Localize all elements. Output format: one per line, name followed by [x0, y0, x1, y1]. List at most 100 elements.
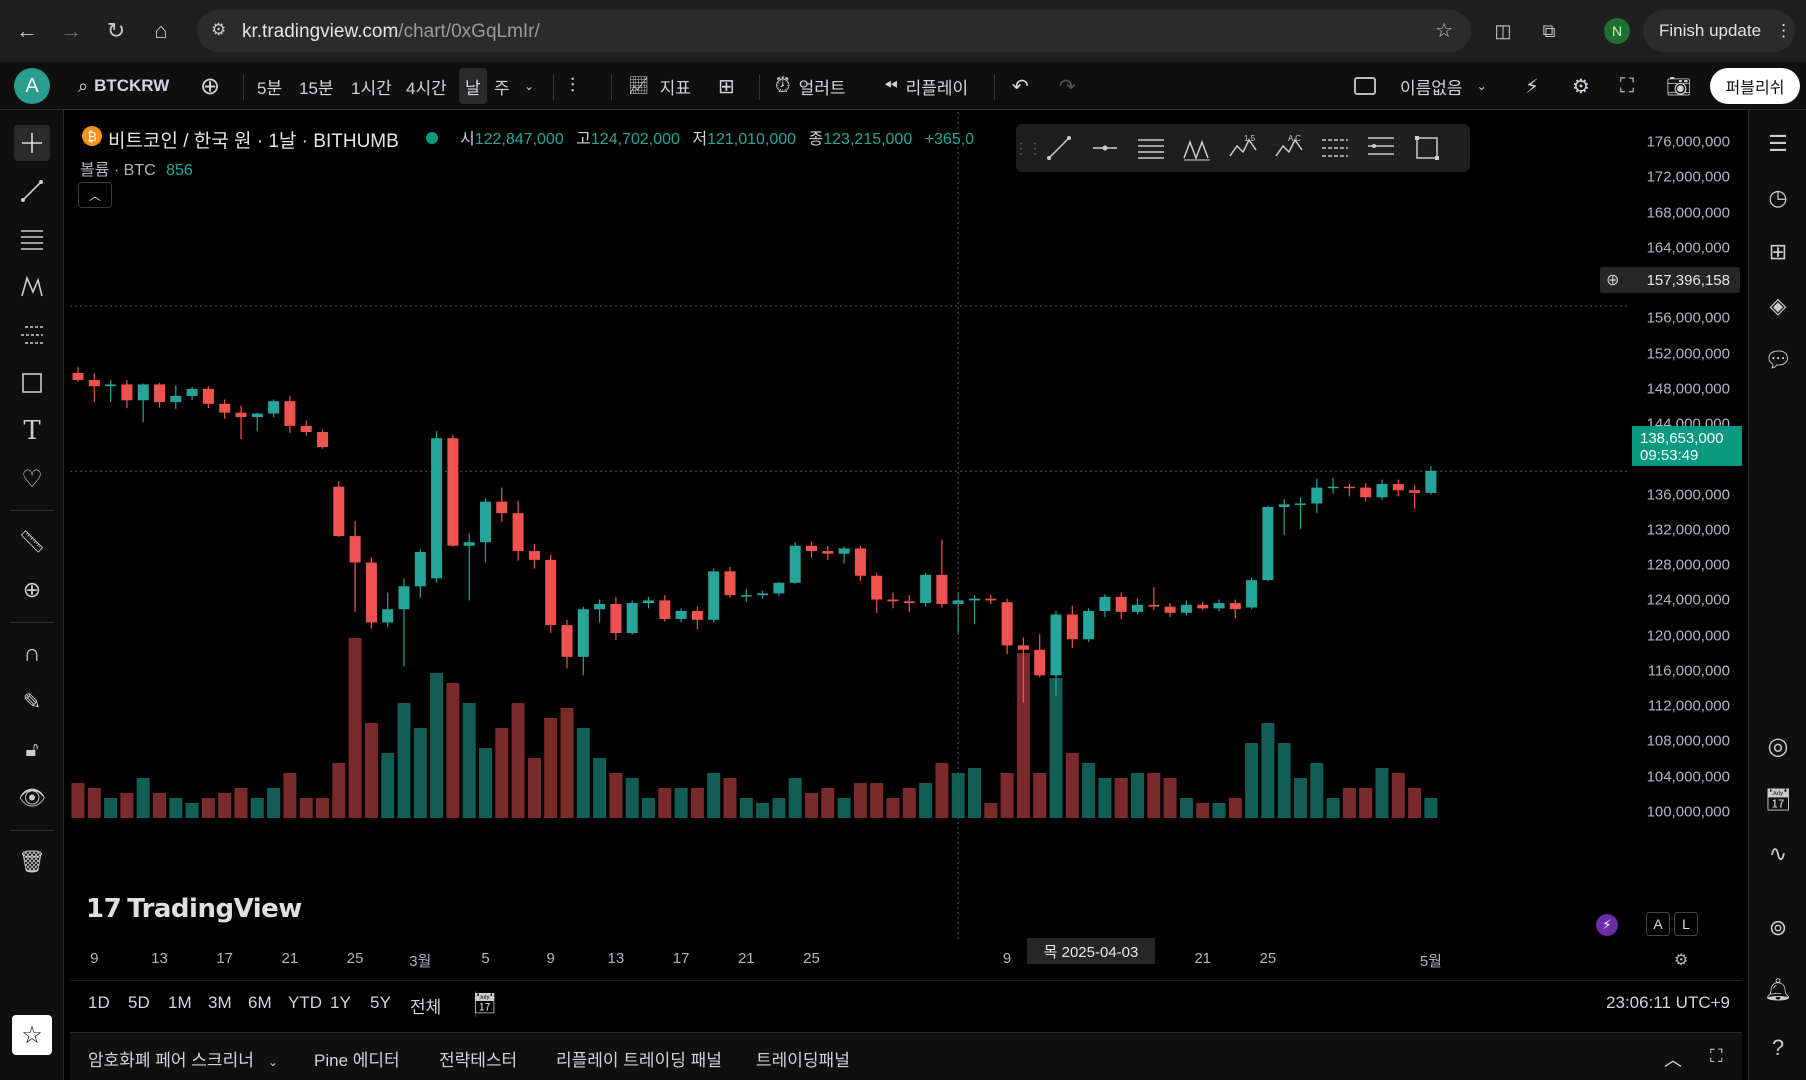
range-button-전체[interactable]: 전체	[410, 998, 442, 1017]
lightning-icon[interactable]: ⚡︎	[1596, 914, 1618, 936]
notifications-bell-icon[interactable]: 🔔︎	[1764, 977, 1792, 1002]
interval-day-active[interactable]: 날	[459, 68, 487, 104]
tab-pine-editor[interactable]: Pine 에디터	[314, 1051, 400, 1070]
indicators-button[interactable]: 📈︎ 지표	[628, 62, 691, 110]
range-button-1d[interactable]: 1D	[88, 993, 110, 1012]
bookmark-star-icon[interactable]: ☆	[1435, 20, 1453, 42]
add-alert-plus-icon[interactable]: ⊕	[1606, 272, 1620, 289]
alerts-clock-icon[interactable]: ◷	[1768, 185, 1788, 210]
crosshair-icon[interactable]	[14, 125, 50, 161]
calendar-icon[interactable]: 📅︎	[1764, 787, 1792, 812]
auto-scale-button[interactable]: A	[1646, 912, 1670, 936]
range-button-1y[interactable]: 1Y	[330, 993, 351, 1012]
templates-grid-icon[interactable]: ⊞	[718, 75, 735, 98]
zoom-in-icon[interactable]: ⊕	[22, 577, 42, 602]
forward-icon[interactable]: →	[60, 18, 82, 43]
range-button-1m[interactable]: 1M	[168, 993, 192, 1012]
watchlist-star-icon[interactable]: ☆	[12, 1015, 52, 1055]
magnet-icon[interactable]: ∩	[23, 640, 41, 667]
settings-gear-icon[interactable]: ⚙	[1572, 75, 1590, 98]
home-icon[interactable]: ⌂	[154, 18, 168, 43]
chart-pane[interactable]: 176,000,000 172,000,000 168,000,000 164,000…	[70, 112, 1742, 1022]
drag-handle-icon[interactable]: ⋮⋮	[1014, 139, 1042, 156]
reload-icon[interactable]: ↻	[106, 18, 126, 43]
quick-search-icon[interactable]: ⚡︎	[1525, 75, 1540, 98]
help-icon[interactable]: ?	[1771, 1035, 1785, 1060]
pitchfork-icon[interactable]	[1180, 132, 1214, 164]
interval-15m[interactable]: 15분	[299, 78, 334, 98]
compare-add-icon[interactable]: ⊕	[200, 72, 221, 100]
range-button-ytd[interactable]: YTD	[288, 993, 322, 1012]
range-button-5y[interactable]: 5Y	[370, 993, 391, 1012]
tab-crypto-screener[interactable]: 암호화폐 페어 스크리너 ⌄	[88, 1051, 278, 1070]
goto-date-calendar-icon[interactable]: 📅︎	[472, 993, 498, 1015]
finish-update-button[interactable]: Finish update ⋮	[1643, 10, 1795, 52]
back-icon[interactable]: ←	[16, 18, 38, 43]
prediction-icon[interactable]	[14, 317, 50, 353]
fib-levels-icon[interactable]	[1318, 132, 1352, 164]
alert-button[interactable]: ⏰︎ 얼러트	[775, 62, 846, 110]
chevron-down-icon[interactable]: ⌄	[524, 79, 535, 93]
trash-icon[interactable]: 🗑︎	[18, 849, 46, 874]
tab-replay-trading-panel[interactable]: 리플레이 트레이딩 패널	[556, 1051, 722, 1070]
fullscreen-icon[interactable]: ⛶	[1620, 74, 1634, 97]
price-axis[interactable]: 176,000,000 172,000,000 168,000,000 164,000…	[1630, 112, 1742, 942]
trend-line-icon[interactable]	[14, 173, 50, 209]
symbol-search[interactable]: ⌕ BTCKRW	[78, 62, 169, 110]
eye-icon[interactable]: 👁︎	[18, 785, 46, 810]
profile-avatar[interactable]: N	[1604, 18, 1630, 44]
interval-1h[interactable]: 1시간	[351, 78, 392, 98]
rectangle-tool-icon[interactable]	[1410, 132, 1444, 164]
tab-trading-panel[interactable]: 트레이딩패널	[756, 1051, 850, 1070]
volume-legend[interactable]: 볼륨 · BTC 856	[80, 162, 193, 179]
range-button-3m[interactable]: 3M	[208, 993, 232, 1012]
interval-4h[interactable]: 4시간	[406, 78, 447, 98]
candle-type-icon[interactable]: ⫶	[570, 74, 575, 97]
lock-icon[interactable]: 🔓︎	[25, 738, 39, 761]
trend-line-icon[interactable]	[1042, 132, 1076, 164]
tab-strategy-tester[interactable]: 전략테스터	[439, 1051, 518, 1070]
site-settings-icon[interactable]: ⚙	[211, 20, 227, 39]
undo-icon[interactable]: ↶	[1012, 75, 1029, 98]
chart-pulse-icon[interactable]: ∿	[1768, 841, 1788, 866]
streams-icon[interactable]: ⊚	[1768, 915, 1788, 940]
camera-icon[interactable]: 📷︎	[1666, 75, 1692, 98]
layout-menu[interactable]: 이름없음 ⌄	[1354, 62, 1487, 110]
fib-retracement-icon[interactable]	[14, 221, 50, 257]
parallel-channel-icon[interactable]	[1134, 132, 1168, 164]
elliott-wave-icon[interactable]: 1 5	[1226, 132, 1260, 164]
horizontal-ray-icon[interactable]	[1088, 132, 1122, 164]
object-tree-icon[interactable]: ⊞	[1768, 239, 1788, 264]
maximize-panel-icon[interactable]: ⛶	[1710, 1046, 1723, 1066]
pattern-icon[interactable]	[14, 269, 50, 305]
watchlist-icon[interactable]: ☰	[1768, 131, 1788, 156]
legend-title[interactable]: 비트코인 / 한국 원 · 1날 · BITHUMB	[108, 131, 399, 152]
timezone-clock[interactable]: 23:06:11 UTC+9	[1606, 993, 1730, 1012]
layers-icon[interactable]: ◈	[1769, 293, 1787, 318]
user-avatar[interactable]: A	[14, 68, 50, 104]
target-icon[interactable]: ◎	[1767, 732, 1789, 760]
incognito-icon[interactable]: ◫	[1494, 20, 1512, 41]
axis-settings-gear-icon[interactable]: ⚙	[1674, 952, 1689, 969]
redo-icon[interactable]: ↷	[1059, 75, 1076, 98]
range-button-5d[interactable]: 5D	[128, 993, 150, 1012]
chat-icon[interactable]: 💬︎	[1764, 347, 1792, 372]
text-tool-icon[interactable]: T	[23, 416, 41, 446]
abcd-pattern-icon[interactable]: A C	[1272, 132, 1306, 164]
publish-button[interactable]: 퍼블리쉬	[1710, 68, 1800, 104]
interval-week[interactable]: 주	[494, 78, 510, 98]
fib-channel-icon[interactable]	[1364, 132, 1398, 164]
range-button-6m[interactable]: 6M	[248, 993, 272, 1012]
interval-5m[interactable]: 5분	[257, 78, 283, 98]
tradingview-logo[interactable]: 17 TradingView	[86, 894, 302, 924]
candle-chart[interactable]	[70, 112, 1742, 942]
shapes-rectangle-icon[interactable]	[14, 365, 50, 401]
log-scale-button[interactable]: L	[1674, 912, 1698, 936]
collapse-legend-chevron-up-icon[interactable]: ︿	[78, 182, 112, 208]
lock-pencil-icon[interactable]: ✎	[22, 689, 42, 714]
favorites-heart-icon[interactable]: ♡	[21, 465, 43, 493]
replay-button[interactable]: ⏪︎ 리플레이	[884, 62, 968, 110]
chevron-up-icon[interactable]: ︿	[1664, 1050, 1682, 1070]
extensions-icon[interactable]: ⧉	[1542, 20, 1556, 41]
ruler-icon[interactable]: 📏︎	[18, 529, 46, 554]
